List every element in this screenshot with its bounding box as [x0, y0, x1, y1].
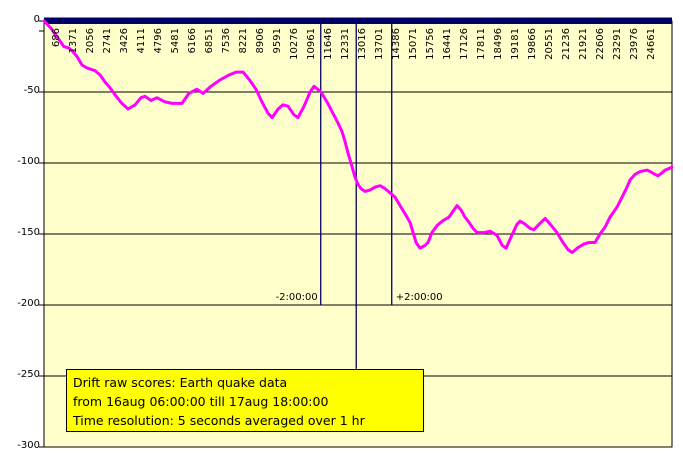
x-axis-label: 8221	[238, 28, 250, 54]
drift-series-line	[42, 19, 674, 254]
x-axis-label: 6851	[204, 28, 216, 54]
x-axis-label: 2741	[102, 28, 114, 54]
x-axis-label: 7536	[221, 28, 233, 54]
x-axis-label: 19181	[510, 28, 522, 60]
y-axis-label: -200	[17, 298, 40, 309]
x-axis-label: 19866	[527, 28, 539, 60]
legend-line-title: Drift raw scores: Earth quake data	[73, 375, 288, 390]
x-axis-label: 20551	[544, 28, 556, 60]
x-axis-label: 15071	[408, 28, 420, 60]
x-axis-label: 10276	[289, 28, 301, 60]
x-axis-label: 21236	[561, 28, 573, 60]
legend-line-resolution: Time resolution: 5 seconds averaged over…	[73, 413, 365, 428]
x-axis-label: 13701	[374, 28, 386, 60]
x-axis-label: 21921	[578, 28, 590, 60]
legend-line-range: from 16aug 06:00:00 till 17aug 18:00:00	[73, 394, 329, 409]
x-axis-label: 5481	[170, 28, 182, 54]
x-axis-label: 18496	[493, 28, 505, 60]
x-axis-label: 8906	[255, 28, 267, 54]
x-axis-label: 13016	[357, 28, 369, 60]
legend-box: Drift raw scores: Earth quake data from …	[66, 369, 424, 432]
x-axis-label: 11646	[323, 28, 335, 60]
y-axis-label: -100	[17, 156, 40, 167]
x-axis-label: 14386	[391, 28, 403, 60]
x-axis-label: 4111	[136, 28, 148, 54]
x-axis-label: 23291	[612, 28, 624, 60]
x-axis-label: 16441	[442, 28, 454, 60]
x-axis-label: 12331	[340, 28, 352, 60]
y-axis-label: -150	[17, 227, 40, 238]
x-axis-label: 10961	[306, 28, 318, 60]
y-axis-label: -300	[17, 440, 40, 451]
x-axis-label: 6166	[187, 28, 199, 54]
y-axis-label: 0	[33, 14, 40, 25]
y-axis-label: -50	[23, 85, 40, 96]
x-axis-label: 17126	[459, 28, 471, 60]
event-label-minus-2h: -2:00:00	[275, 292, 318, 303]
x-axis-label: 24661	[646, 28, 658, 60]
x-axis-label: 15756	[425, 28, 437, 60]
x-axis-label: 686	[51, 28, 63, 48]
x-axis-label: 3426	[119, 28, 131, 54]
y-axis-label: -250	[17, 369, 40, 380]
x-axis-label: 1371	[68, 28, 80, 54]
x-axis-label: 2056	[85, 28, 97, 54]
x-axis-label: 9591	[272, 28, 284, 54]
x-axis-label: 4796	[153, 28, 165, 54]
x-axis-label: 23976	[629, 28, 641, 60]
x-axis-label: 22606	[595, 28, 607, 60]
event-label-plus-2h: +2:00:00	[395, 292, 443, 303]
zero-axis-band	[44, 17, 672, 24]
x-axis-label: 17811	[476, 28, 488, 60]
